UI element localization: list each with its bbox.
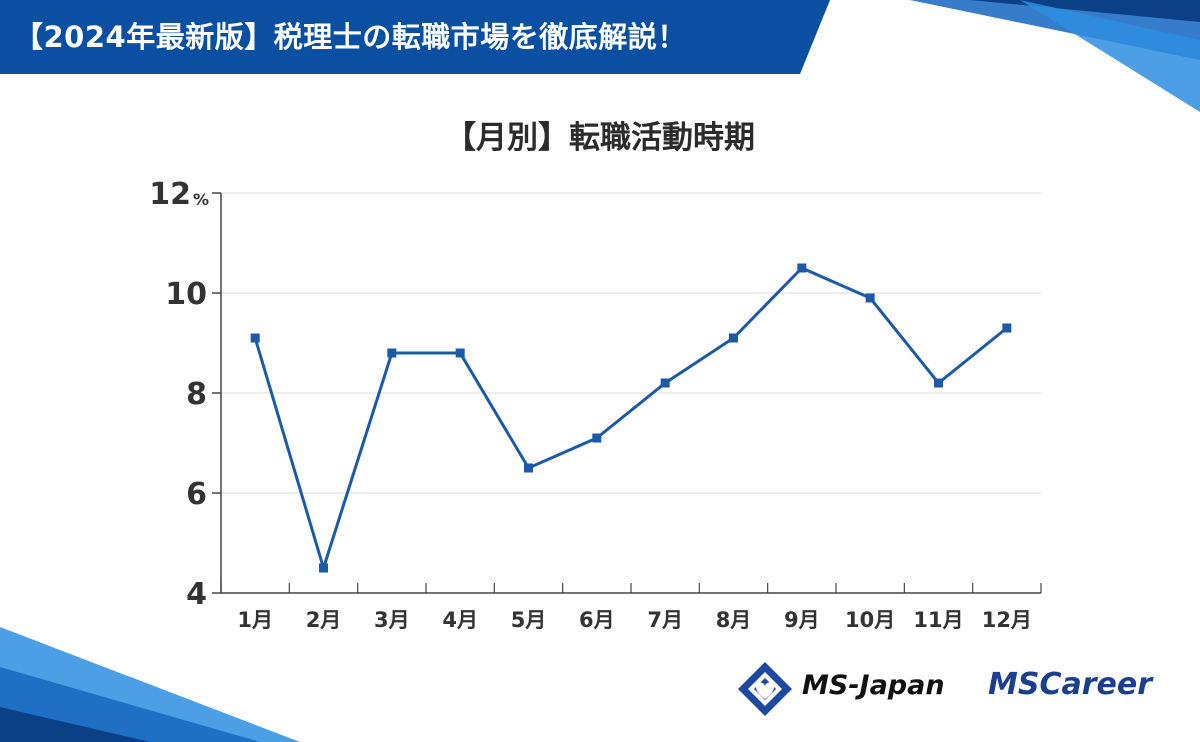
gridlines xyxy=(221,192,1041,494)
msjapan-logo-text: MS-Japan xyxy=(802,670,945,701)
data-point xyxy=(797,263,807,273)
decorative-stripes-top-right xyxy=(910,0,1200,112)
title-banner xyxy=(0,0,830,74)
x-tick-label: 11月 xyxy=(913,608,963,632)
x-tick-label: 5月 xyxy=(511,608,547,632)
x-tick-label: 12月 xyxy=(982,608,1032,632)
data-point xyxy=(865,293,875,303)
data-point xyxy=(524,463,533,473)
series xyxy=(250,263,1012,573)
banner-title: 【2024年最新版】税理士の転職市場を徹底解説！ xyxy=(14,20,687,54)
series-line xyxy=(253,266,1008,570)
data-point xyxy=(250,333,260,343)
x-tick-label: 3月 xyxy=(374,608,410,632)
y-tick-label: 4 xyxy=(186,577,207,612)
mscareer-logo-text: MSCareer xyxy=(988,667,1153,702)
data-point xyxy=(387,348,397,358)
x-tick-label: 6月 xyxy=(579,608,615,632)
y-tick-label: 10 xyxy=(165,277,207,312)
tick-labels: 4 6 8 10 12 % 1月 2月 3月 4月 5月 6月 7月 8月 9月 10月 11月 12月 xyxy=(149,177,1032,632)
chart-title: 【月別】転職活動時期 xyxy=(445,120,755,156)
x-tick-label: 4月 xyxy=(442,608,478,632)
y-tick-label: 6 xyxy=(186,477,207,512)
y-unit-label: % xyxy=(193,190,209,209)
data-point xyxy=(660,378,670,388)
decorative-stripes-bottom-left xyxy=(0,627,300,742)
msjapan-logo-mark-icon xyxy=(738,662,792,716)
data-point xyxy=(319,563,328,573)
data-point xyxy=(729,333,738,343)
data-point xyxy=(455,348,465,358)
x-tick-label: 8月 xyxy=(716,608,752,632)
axes xyxy=(212,192,1042,594)
x-tick-label: 2月 xyxy=(306,608,342,632)
x-tick-label: 10月 xyxy=(845,608,895,632)
y-tick-label: 12 xyxy=(149,177,191,212)
data-point xyxy=(1002,323,1012,333)
x-tick-label: 9月 xyxy=(784,608,820,632)
x-tick-label: 7月 xyxy=(647,608,683,632)
y-tick-label: 8 xyxy=(186,377,207,412)
x-tick-label: 1月 xyxy=(237,608,273,632)
data-point xyxy=(934,378,943,388)
data-point xyxy=(592,433,602,443)
